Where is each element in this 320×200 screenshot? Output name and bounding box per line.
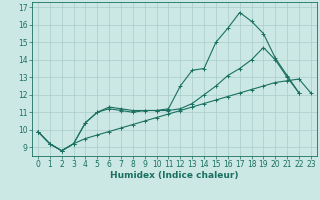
- X-axis label: Humidex (Indice chaleur): Humidex (Indice chaleur): [110, 171, 239, 180]
